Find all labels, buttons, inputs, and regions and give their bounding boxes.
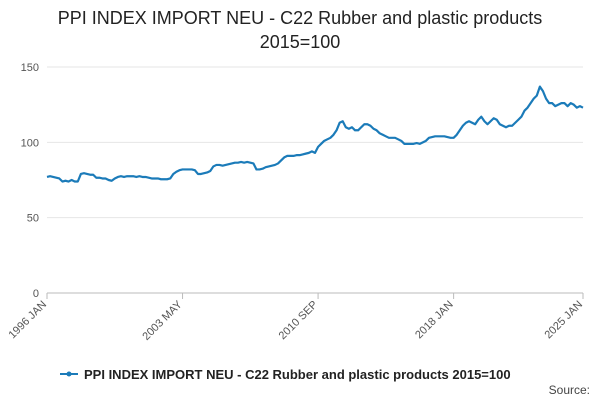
y-tick-label: 150 xyxy=(21,62,39,74)
source: Source: xyxy=(549,383,590,397)
series-line xyxy=(46,85,584,183)
x-tick-label: 2003 MAY xyxy=(140,298,185,343)
legend-marker xyxy=(66,371,72,377)
y-tick-label: 0 xyxy=(33,288,39,300)
y-tick-label: 100 xyxy=(21,137,39,149)
legend-text: PPI INDEX IMPORT NEU - C22 Rubber and pl… xyxy=(84,367,511,382)
x-tick-label: 2010 SEP xyxy=(277,299,321,343)
y-tick-label: 50 xyxy=(27,213,39,225)
x-tick-label: 1996 JAN xyxy=(6,299,49,342)
x-tick-label: 2018 JAN xyxy=(413,299,456,342)
chart-title: PPI INDEX IMPORT NEU - C22 Rubber and pl… xyxy=(57,8,543,52)
x-tick-label: 2025 JAN xyxy=(542,299,585,342)
